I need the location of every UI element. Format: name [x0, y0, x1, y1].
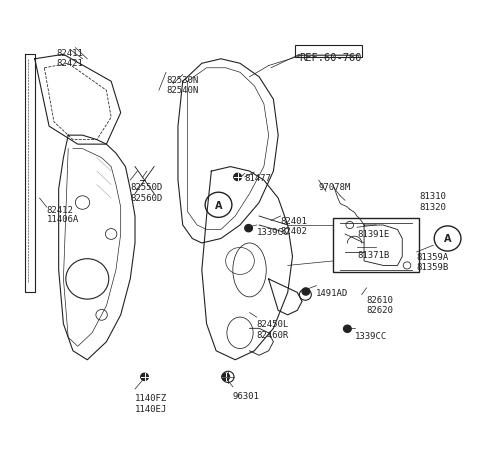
Text: A: A [215, 200, 222, 210]
Text: 82550D
82560D: 82550D 82560D [130, 183, 163, 202]
Text: 1339CC: 1339CC [355, 331, 387, 340]
Text: 82412: 82412 [47, 205, 73, 214]
Circle shape [302, 288, 310, 295]
Text: 82411
82421: 82411 82421 [56, 48, 83, 68]
Text: 82530N
82540N: 82530N 82540N [166, 75, 198, 95]
Circle shape [344, 326, 351, 333]
Circle shape [234, 174, 241, 181]
Circle shape [222, 373, 229, 381]
Circle shape [245, 225, 252, 232]
Circle shape [141, 373, 148, 381]
Text: 82401
82402: 82401 82402 [281, 216, 307, 236]
Text: 1140FZ
1140EJ: 1140FZ 1140EJ [135, 394, 167, 413]
Text: 82610
82620: 82610 82620 [366, 295, 393, 314]
Text: 96301: 96301 [233, 391, 260, 400]
Text: REF.60-760: REF.60-760 [300, 53, 362, 63]
Text: 82450L
82460R: 82450L 82460R [257, 320, 289, 339]
Text: 81310
81320: 81310 81320 [419, 192, 446, 211]
Text: 1339CC: 1339CC [257, 228, 289, 237]
Text: 81371B: 81371B [357, 250, 389, 259]
Text: A: A [444, 234, 451, 244]
Text: 97078M: 97078M [319, 183, 351, 192]
Text: 1491AD: 1491AD [316, 288, 348, 297]
Text: 81391E: 81391E [357, 230, 389, 239]
FancyBboxPatch shape [333, 219, 419, 272]
Bar [295, 46, 362, 57]
Text: 81359A
81359B: 81359A 81359B [417, 253, 449, 272]
Text: 11406A: 11406A [47, 214, 79, 223]
Text: 81477: 81477 [245, 174, 272, 183]
